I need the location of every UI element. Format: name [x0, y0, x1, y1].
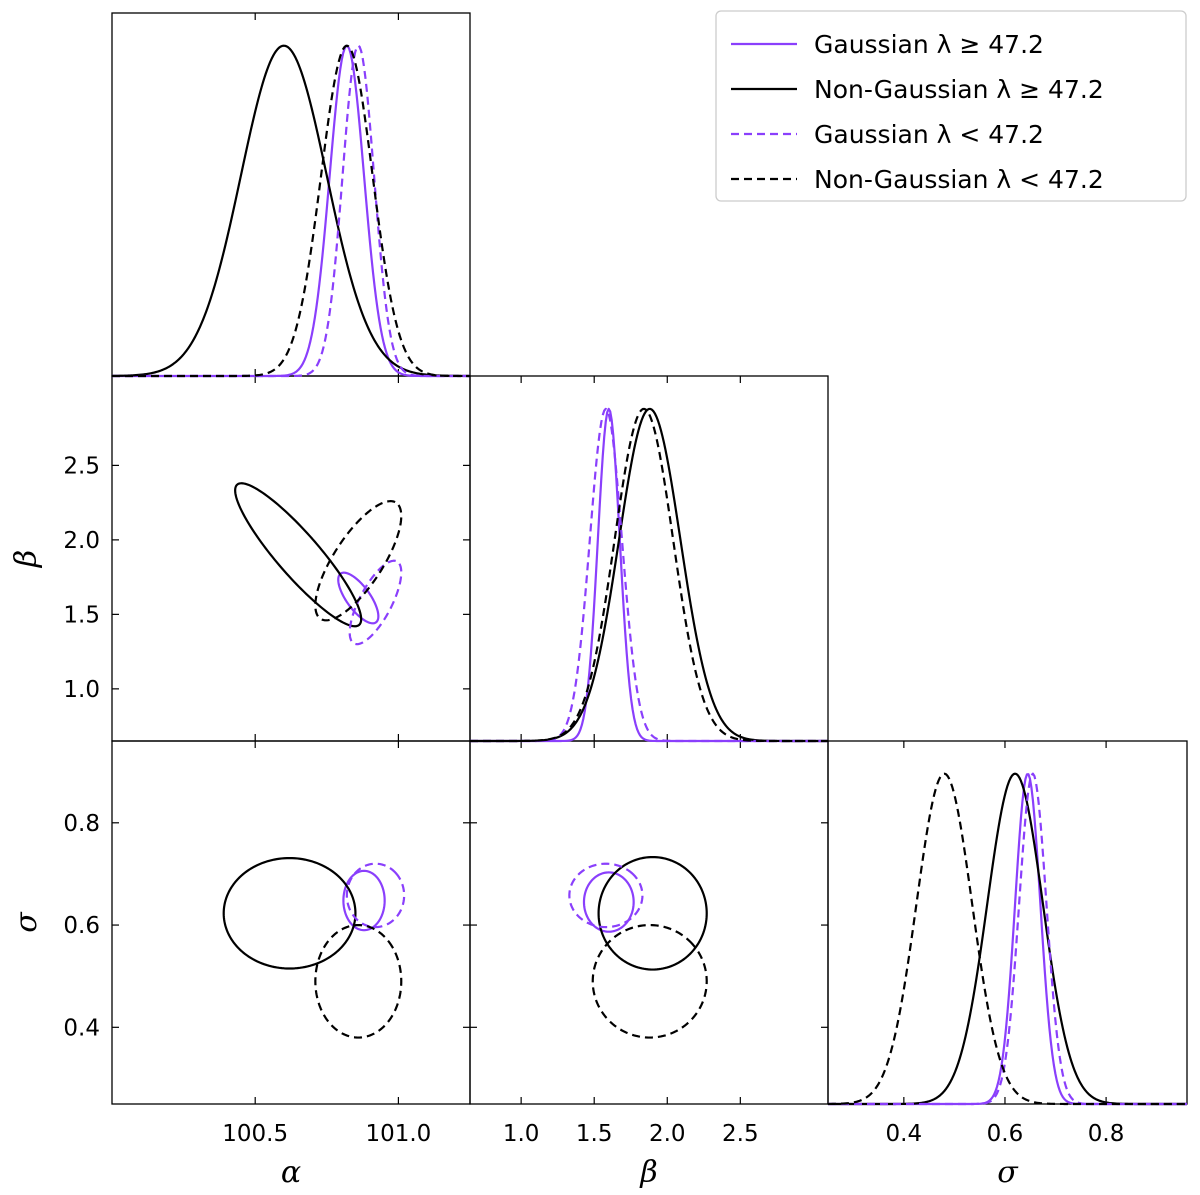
- legend-box: [715, 10, 1187, 202]
- legend-label-1: Non-Gaussian λ ≥ 47.2: [814, 75, 1104, 104]
- x-tick-label-1-3: 2.5: [722, 1121, 759, 1147]
- contour-2-0-series-3: [314, 923, 403, 1039]
- contour-1-0-series-3: [314, 500, 403, 622]
- panel-frame-1-0: [111, 375, 471, 742]
- x-tick-label-0-0: 100.5: [222, 1121, 288, 1147]
- marginal-curve-1-series-0: [470, 407, 828, 743]
- y-tick-label-1-3: 2.5: [63, 453, 100, 479]
- x-tick-label-1-0: 1.0: [503, 1121, 540, 1147]
- x-tick-label-1-2: 2.0: [649, 1121, 686, 1147]
- x-tick-label-2-2: 0.8: [1088, 1121, 1125, 1147]
- contour-2-1-series-3: [591, 923, 708, 1039]
- marginal-curve-2-series-2: [828, 772, 1187, 1106]
- marginal-curve-0-series-2: [112, 44, 470, 378]
- marginal-curve-1-series-2: [470, 407, 828, 743]
- marginal-curve-1-series-1: [470, 407, 828, 743]
- y-tick-label-2-1: 0.6: [63, 913, 100, 939]
- x-tick-label-2-1: 0.6: [987, 1121, 1024, 1147]
- marginal-curve-2-series-3: [827, 772, 1187, 1106]
- panel-frame-2-1: [469, 740, 829, 1105]
- contour-2-0-series-1: [222, 856, 357, 970]
- x-tick-label-1-1: 1.5: [576, 1121, 613, 1147]
- marginal-curve-0-series-0: [112, 44, 470, 378]
- legend-label-2: Gaussian λ < 47.2: [814, 120, 1044, 149]
- contour-2-0-series-2: [345, 862, 406, 929]
- marginal-curve-0-series-1: [111, 44, 470, 378]
- x-axis-label-1: β: [639, 1155, 657, 1190]
- y-tick-label-1-2: 2.0: [63, 528, 100, 554]
- contour-2-0-series-0: [342, 869, 386, 932]
- legend-label-0: Gaussian λ ≥ 47.2: [814, 30, 1044, 59]
- marginal-curve-0-series-3: [112, 44, 470, 378]
- x-axis-label-0: α: [281, 1155, 301, 1190]
- marginal-curve-1-series-3: [470, 407, 828, 743]
- contour-2-1-series-0: [582, 871, 635, 933]
- x-tick-label-2-0: 0.4: [886, 1121, 923, 1147]
- y-tick-label-2-0: 0.4: [63, 1015, 100, 1041]
- panel-frame-2-2: [827, 740, 1188, 1105]
- legend-label-3: Non-Gaussian λ < 47.2: [814, 165, 1104, 194]
- marginal-curve-2-series-1: [828, 772, 1187, 1106]
- y-axis-label-1: β: [9, 550, 44, 568]
- panel-frame-2-0: [111, 740, 471, 1105]
- legend: Gaussian λ ≥ 47.2 Non-Gaussian λ ≥ 47.2 Ga…: [715, 10, 1187, 202]
- contour-1-0-series-2: [348, 559, 403, 646]
- panel-frame-0-0: [111, 12, 471, 377]
- panel-frame-1-1: [469, 375, 829, 742]
- x-tick-label-0-1: 101.0: [365, 1121, 431, 1147]
- contour-2-1-series-2: [568, 862, 644, 929]
- y-tick-label-2-2: 0.8: [63, 811, 100, 837]
- contour-2-1-series-1: [597, 855, 708, 971]
- y-axis-label-2: σ: [9, 911, 44, 933]
- marginal-curve-2-series-0: [828, 773, 1187, 1106]
- y-tick-label-1-0: 1.0: [63, 677, 100, 703]
- x-axis-label-2: σ: [997, 1155, 1019, 1190]
- y-tick-label-1-1: 1.5: [63, 602, 100, 628]
- contour-1-0-series-1: [234, 482, 363, 628]
